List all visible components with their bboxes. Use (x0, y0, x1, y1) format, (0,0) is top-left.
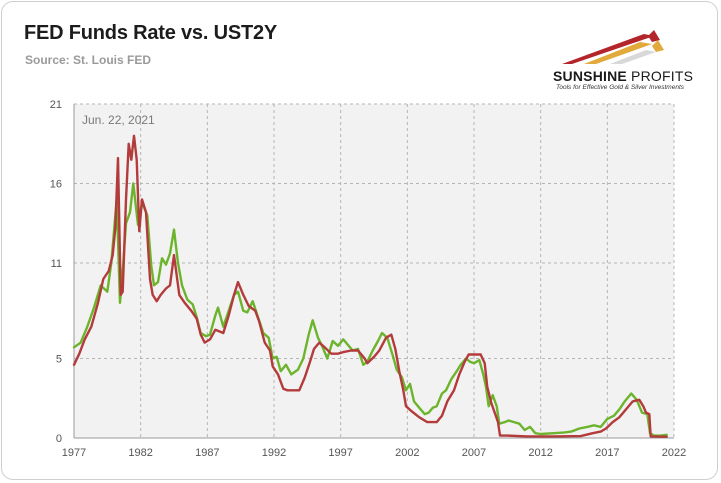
x-tick-label: 2017 (595, 447, 619, 459)
grid-lines (74, 103, 675, 438)
y-tick-label: 0 (56, 433, 62, 445)
brand-tagline: Tools for Effective Gold & Silver Invest… (556, 84, 685, 91)
y-tick-label: 21 (50, 99, 62, 111)
sunshine-profits-logo-icon (562, 30, 664, 64)
brand-name-bold: SUNSHINE (553, 68, 627, 84)
y-tick-label: 16 (50, 179, 62, 191)
series-lines (72, 134, 668, 438)
x-tick-label: 1982 (128, 447, 152, 459)
chart-source: Source: St. Louis FED (25, 53, 152, 67)
chart-title: FED Funds Rate vs. UST2Y (24, 22, 278, 44)
x-tick-label: 2012 (528, 447, 552, 459)
plot-area (74, 104, 674, 438)
x-tick-label: 2022 (662, 447, 686, 459)
x-tick-label: 2007 (462, 447, 486, 459)
y-tick-label: 5 (56, 353, 62, 365)
series-line-fed_funds (72, 134, 668, 438)
x-axis-ticks: 1977 1982 1987 1992 1997 2002 2007 2012 2017 2022 (62, 447, 686, 459)
x-tick-label: 1997 (328, 447, 352, 459)
x-tick-label: 1987 (195, 447, 219, 459)
y-tick-label: 11 (51, 258, 62, 270)
chart-annotation: Jun. 22, 2021 (82, 113, 155, 127)
x-tick-label: 2002 (395, 447, 419, 459)
y-axis-ticks: 0 5 11 16 21 (50, 99, 62, 445)
x-tick-label: 1992 (262, 447, 286, 459)
x-tick-label: 1977 (62, 447, 86, 459)
brand-name: SUNSHINE PROFITS (553, 68, 693, 84)
axes (73, 104, 674, 439)
brand-name-light: PROFITS (626, 68, 694, 84)
